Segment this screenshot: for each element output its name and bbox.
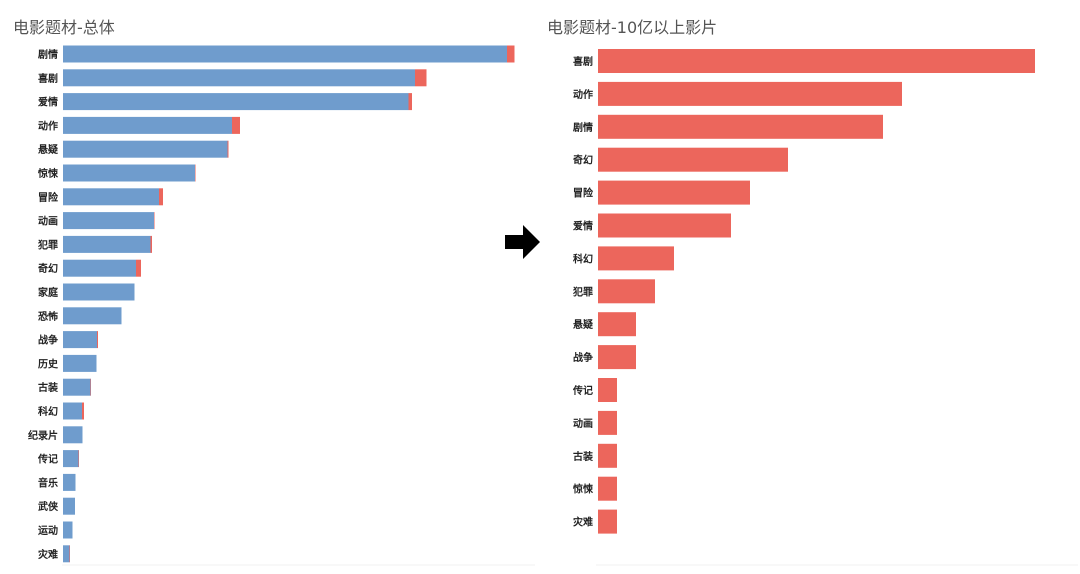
- bar-other: [63, 354, 97, 372]
- category-label: 家庭: [38, 286, 59, 299]
- bar-over-1b: [90, 378, 91, 396]
- category-label: 古装: [38, 381, 58, 394]
- bar-over-1b: [507, 45, 515, 63]
- category-label: 历史: [38, 357, 59, 370]
- category-label: 古装: [573, 450, 593, 463]
- bar-other: [63, 426, 83, 444]
- category-label: 战争: [38, 334, 58, 347]
- bar-other: [63, 93, 409, 111]
- bar-other: [63, 188, 159, 206]
- bar-over-1b: [598, 114, 883, 139]
- category-label: 喜剧: [38, 72, 58, 85]
- bar-other: [63, 497, 75, 515]
- category-label: 灾难: [573, 516, 593, 529]
- category-label: 犯罪: [572, 285, 593, 298]
- category-label: 动作: [573, 88, 593, 101]
- bar-other: [63, 116, 232, 134]
- category-label: 音乐: [38, 476, 58, 489]
- right-arrow-icon: [505, 225, 540, 259]
- category-label: 战争: [573, 351, 593, 364]
- category-label: 运动: [38, 524, 58, 537]
- category-label: 爱情: [573, 220, 593, 233]
- category-label: 科幻: [573, 252, 593, 265]
- bar-over-1b: [598, 509, 617, 534]
- category-label: 动画: [573, 417, 593, 430]
- bar-other: [63, 45, 507, 63]
- bar-other: [63, 545, 70, 563]
- bar-over-1b: [598, 147, 788, 172]
- category-label: 武侠: [38, 500, 59, 513]
- category-label: 悬疑: [572, 318, 594, 331]
- category-label: 传记: [572, 384, 593, 397]
- category-label: 纪录片: [28, 429, 58, 442]
- bar-over-1b: [69, 545, 70, 563]
- bar-other: [63, 235, 151, 253]
- bar-other: [63, 212, 154, 230]
- bar-other: [63, 473, 76, 491]
- bar-over-1b: [408, 93, 412, 111]
- category-label: 奇幻: [573, 154, 593, 167]
- bar-other: [63, 164, 195, 182]
- bar-over-1b: [82, 402, 84, 420]
- category-label: 动作: [38, 119, 58, 132]
- category-label: 传记: [37, 453, 58, 466]
- category-label: 剧情: [38, 48, 58, 61]
- category-label: 恐怖: [38, 310, 58, 323]
- bar-other: [63, 402, 82, 420]
- category-label: 惊悚: [573, 483, 594, 496]
- bar-over-1b: [598, 345, 636, 370]
- category-label: 爱情: [38, 96, 58, 109]
- category-label: 冒险: [38, 191, 59, 204]
- bar-over-1b: [415, 69, 427, 87]
- category-label: 冒险: [573, 187, 594, 200]
- bar-over-1b: [598, 49, 1035, 73]
- bar-over-1b: [97, 331, 98, 349]
- bar-other: [63, 283, 135, 301]
- bar-other: [63, 259, 136, 277]
- bar-other: [63, 521, 73, 539]
- bar-over-1b: [154, 212, 155, 230]
- bar-other: [63, 307, 122, 325]
- left-chart-title: 电影题材-总体: [13, 18, 115, 37]
- bar-over-1b: [598, 81, 902, 106]
- category-label: 犯罪: [37, 238, 58, 251]
- bar-over-1b: [598, 213, 731, 238]
- category-label: 悬疑: [37, 143, 59, 156]
- bar-over-1b: [598, 476, 617, 501]
- bar-over-1b: [598, 279, 655, 304]
- bar-over-1b: [78, 450, 79, 468]
- right-chart-title: 电影题材-10亿以上影片: [547, 18, 718, 37]
- bar-other: [63, 331, 97, 349]
- bar-other: [63, 140, 228, 158]
- bar-over-1b: [195, 164, 196, 182]
- category-label: 灾难: [38, 548, 58, 561]
- bar-over-1b: [598, 443, 617, 468]
- bar-over-1b: [598, 378, 617, 402]
- category-label: 奇幻: [38, 262, 58, 275]
- bar-over-1b: [598, 246, 674, 271]
- bar-over-1b: [159, 188, 163, 206]
- category-label: 动画: [38, 215, 58, 228]
- bar-other: [63, 378, 91, 396]
- bar-over-1b: [227, 140, 229, 158]
- bar-other: [63, 450, 79, 468]
- bar-over-1b: [136, 259, 141, 277]
- category-label: 剧情: [573, 121, 593, 134]
- bar-over-1b: [150, 235, 152, 253]
- bar-over-1b: [598, 312, 636, 337]
- left-chart: 剧情喜剧爱情动作悬疑惊悚冒险动画犯罪奇幻家庭恐怖战争历史古装科幻纪录片传记音乐武…: [28, 45, 535, 566]
- bar-over-1b: [232, 116, 240, 134]
- category-label: 惊悚: [38, 167, 59, 180]
- bar-other: [63, 69, 415, 87]
- category-label: 喜剧: [573, 55, 593, 68]
- bar-over-1b: [598, 180, 750, 205]
- category-label: 科幻: [38, 405, 58, 418]
- bar-over-1b: [598, 410, 617, 435]
